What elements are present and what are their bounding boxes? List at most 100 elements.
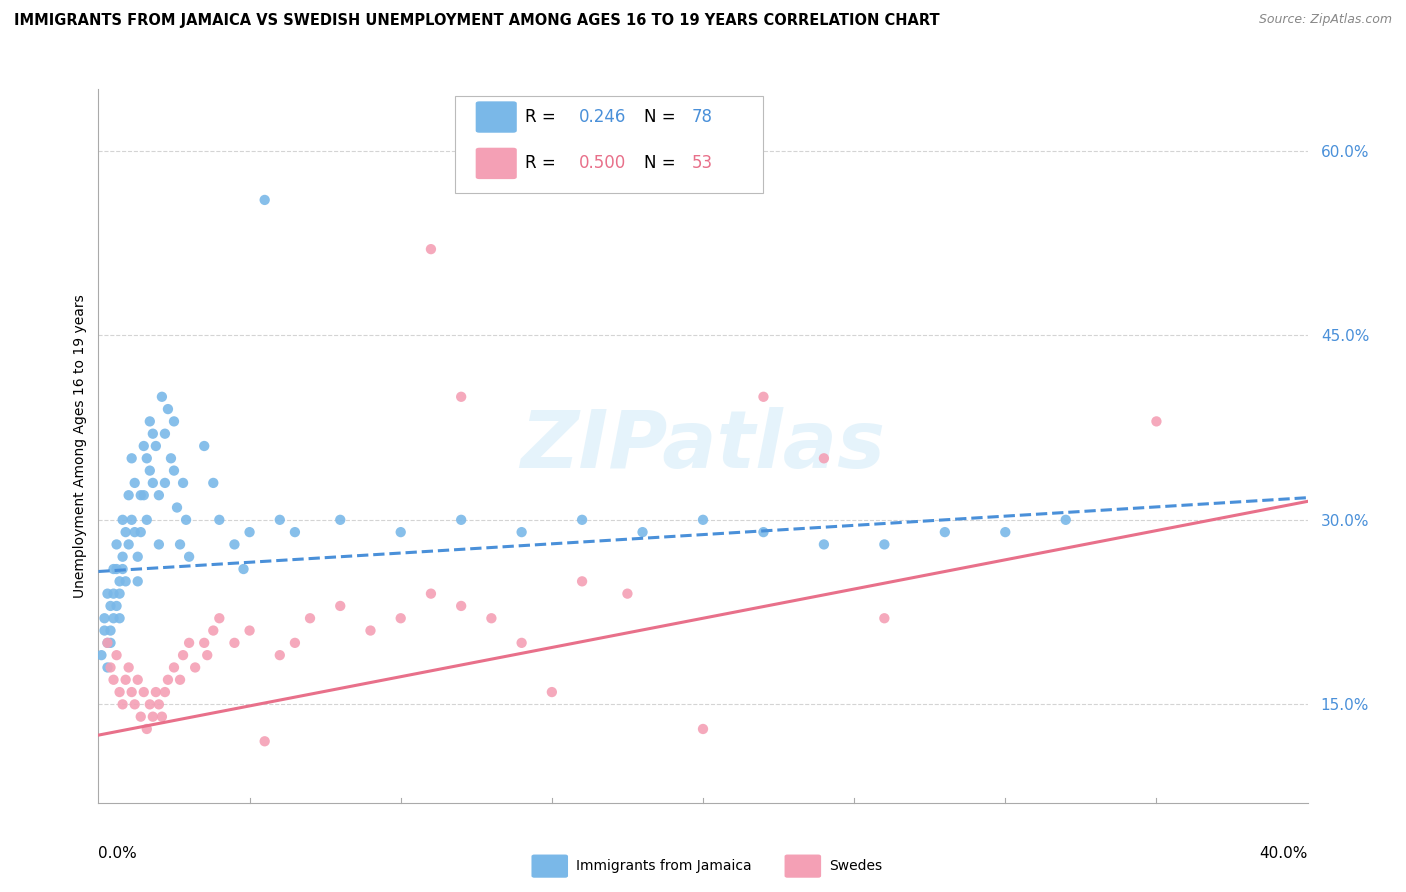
- Point: [139, 414, 162, 428]
- Point: [450, 513, 472, 527]
- Point: [105, 648, 128, 662]
- Point: [129, 525, 152, 540]
- Point: [148, 537, 170, 551]
- Text: ZIPatlas: ZIPatlas: [520, 407, 886, 485]
- Point: [163, 414, 186, 428]
- Point: [253, 193, 276, 207]
- Point: [169, 673, 191, 687]
- Point: [148, 488, 170, 502]
- Point: [195, 648, 218, 662]
- Point: [118, 488, 141, 502]
- Point: [121, 451, 143, 466]
- Text: N =: N =: [644, 154, 681, 172]
- Point: [299, 611, 322, 625]
- Point: [419, 587, 441, 601]
- Text: 0.0%: 0.0%: [98, 846, 138, 861]
- Point: [419, 242, 441, 256]
- Point: [142, 426, 165, 441]
- Y-axis label: Unemployment Among Ages 16 to 19 years: Unemployment Among Ages 16 to 19 years: [73, 294, 87, 598]
- Point: [96, 587, 118, 601]
- Point: [450, 390, 472, 404]
- Point: [93, 624, 115, 638]
- Point: [148, 698, 170, 712]
- Point: [202, 624, 225, 638]
- Point: [100, 624, 122, 638]
- Point: [129, 709, 152, 723]
- Point: [160, 451, 183, 466]
- Point: [135, 451, 157, 466]
- Point: [129, 488, 152, 502]
- Text: 53: 53: [692, 154, 713, 172]
- Point: [389, 611, 412, 625]
- FancyBboxPatch shape: [475, 102, 517, 133]
- Point: [103, 611, 125, 625]
- Point: [105, 562, 128, 576]
- Point: [142, 709, 165, 723]
- Point: [269, 648, 291, 662]
- Text: R =: R =: [526, 154, 561, 172]
- Point: [124, 525, 146, 540]
- Point: [174, 513, 197, 527]
- Point: [118, 660, 141, 674]
- Point: [108, 574, 131, 589]
- Point: [239, 525, 262, 540]
- Point: [389, 525, 412, 540]
- Point: [692, 722, 714, 736]
- Point: [172, 648, 194, 662]
- Point: [153, 426, 176, 441]
- Point: [121, 685, 143, 699]
- FancyBboxPatch shape: [456, 96, 763, 193]
- Text: 0.246: 0.246: [578, 108, 626, 126]
- Point: [111, 562, 134, 576]
- Point: [145, 685, 167, 699]
- Text: 78: 78: [692, 108, 713, 126]
- Point: [994, 525, 1017, 540]
- Point: [510, 636, 533, 650]
- Point: [124, 698, 146, 712]
- Point: [481, 611, 503, 625]
- Point: [127, 673, 149, 687]
- Point: [1054, 513, 1077, 527]
- Point: [284, 636, 307, 650]
- Point: [132, 488, 155, 502]
- Point: [153, 475, 176, 490]
- Point: [253, 734, 276, 748]
- Text: R =: R =: [526, 108, 561, 126]
- Point: [813, 537, 835, 551]
- Point: [114, 525, 136, 540]
- Point: [202, 475, 225, 490]
- Point: [103, 587, 125, 601]
- Point: [100, 599, 122, 613]
- Point: [269, 513, 291, 527]
- Point: [193, 439, 215, 453]
- Point: [752, 525, 775, 540]
- Point: [329, 599, 352, 613]
- Point: [450, 599, 472, 613]
- Text: Swedes: Swedes: [830, 859, 883, 873]
- Point: [934, 525, 956, 540]
- Point: [169, 537, 191, 551]
- Point: [100, 660, 122, 674]
- Point: [166, 500, 188, 515]
- Text: N =: N =: [644, 108, 681, 126]
- Point: [208, 513, 231, 527]
- Point: [103, 562, 125, 576]
- Point: [156, 673, 179, 687]
- Point: [114, 574, 136, 589]
- Point: [571, 513, 593, 527]
- Point: [177, 549, 201, 564]
- Point: [813, 451, 835, 466]
- Point: [873, 611, 896, 625]
- Point: [329, 513, 352, 527]
- Point: [232, 562, 254, 576]
- Point: [124, 475, 146, 490]
- Point: [150, 390, 173, 404]
- Point: [127, 549, 149, 564]
- Point: [127, 574, 149, 589]
- Point: [93, 611, 115, 625]
- Text: Source: ZipAtlas.com: Source: ZipAtlas.com: [1258, 13, 1392, 27]
- Point: [100, 636, 122, 650]
- Point: [360, 624, 382, 638]
- Point: [571, 574, 593, 589]
- Point: [90, 648, 112, 662]
